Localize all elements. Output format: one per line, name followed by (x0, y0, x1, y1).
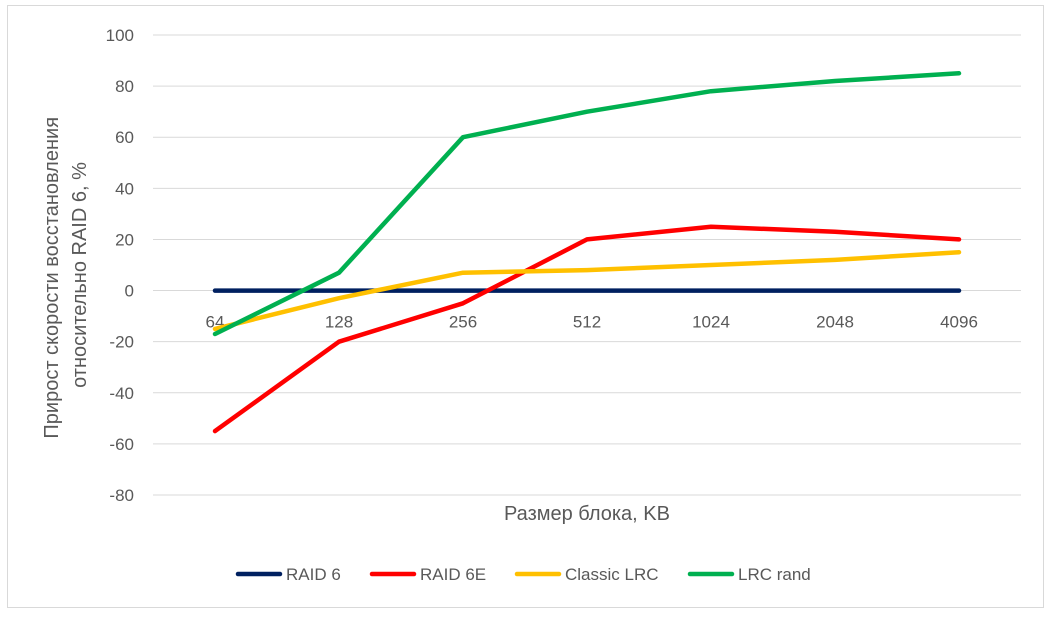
y-tick-label: -80 (109, 486, 134, 505)
series-line-lrc-rand (212, 71, 962, 337)
y-axis-title: Прирост скорости восстановления относите… (41, 111, 91, 438)
legend-label: Classic LRC (565, 565, 659, 584)
legend-label: RAID 6 (286, 565, 341, 584)
y-tick-label: -60 (109, 435, 134, 454)
y-tick-label: 0 (125, 282, 134, 301)
x-tick-label: 2048 (816, 313, 854, 332)
y-axis-title-line-2: относительно RAID 6, % (69, 162, 91, 388)
series-line-raid-6e (212, 224, 962, 434)
x-tick-label: 128 (325, 313, 353, 332)
x-tick-label: 512 (573, 313, 601, 332)
y-axis-title-line-1: Прирост скорости восстановления (41, 117, 63, 439)
legend-item-raid-6: RAID 6 (235, 565, 341, 584)
legend-item-raid-6e: RAID 6E (369, 565, 486, 584)
y-tick-label: -40 (109, 384, 134, 403)
gridlines (153, 34, 1021, 496)
legend-item-lrc-rand: LRC rand (687, 565, 811, 584)
y-tick-label: 60 (115, 128, 134, 147)
y-tick-label: 20 (115, 230, 134, 249)
y-tick-labels: 100 80 60 40 20 0 -20 -40 -60 -80 (106, 26, 134, 505)
series-line-classic-lrc (212, 249, 962, 332)
x-tick-labels: 64 128 256 512 1024 2048 4096 (206, 313, 978, 332)
legend-label: LRC rand (738, 565, 811, 584)
legend: RAID 6 RAID 6E Classic LRC LRC rand (235, 565, 811, 584)
y-tick-label: 40 (115, 179, 134, 198)
legend-label: RAID 6E (420, 565, 486, 584)
chart-frame (7, 5, 1044, 608)
y-tick-label: -20 (109, 333, 134, 352)
x-tick-label: 1024 (692, 313, 730, 332)
x-tick-label: 256 (449, 313, 477, 332)
legend-item-classic-lrc: Classic LRC (514, 565, 659, 584)
series-lines (212, 71, 962, 434)
x-tick-label: 4096 (940, 313, 978, 332)
y-tick-label: 100 (106, 26, 134, 45)
x-axis-title: Размер блока, KB (504, 503, 670, 525)
y-tick-label: 80 (115, 77, 134, 96)
